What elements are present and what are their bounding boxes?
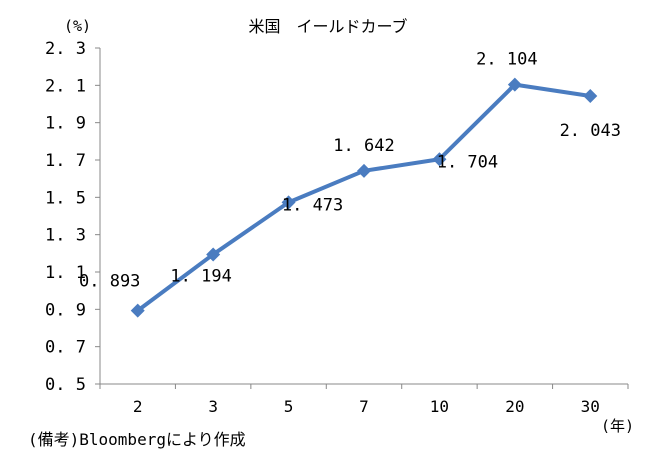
chart-title: 米国 イールドカーブ — [248, 17, 407, 36]
y-axis-ticks: 0. 5 0. 7 0. 9 1. 1 1. 3 1. 5 1. 7 1. 9 2. 1 2. 3 — [45, 39, 100, 395]
y-tick-label: 1. 9 — [45, 114, 86, 134]
data-point-marker — [281, 195, 296, 210]
y-tick-label: 1. 7 — [45, 151, 86, 171]
series-line — [130, 77, 598, 318]
data-labels: 0. 893 1. 194 1. 473 1. 642 1. 704 2. 104 2. 0… — [79, 50, 621, 292]
x-axis-ticks: 2 3 5 7 10 20 30 — [99, 384, 629, 416]
y-tick-label: 0. 5 — [45, 375, 86, 395]
data-label: 1. 473 — [282, 195, 343, 215]
source-note: (備考)Bloombergにより作成 — [28, 430, 246, 449]
y-tick-label: 1. 1 — [45, 263, 86, 283]
data-point-marker — [507, 77, 522, 92]
data-label: 2. 104 — [476, 50, 537, 70]
y-tick-label: 0. 9 — [45, 300, 86, 320]
y-tick-label: 2. 1 — [45, 76, 86, 96]
axes — [99, 48, 628, 385]
data-point-marker — [206, 247, 221, 262]
x-tick-label: 30 — [581, 397, 600, 416]
data-label: 0. 893 — [79, 272, 140, 292]
x-tick-label: 20 — [505, 397, 524, 416]
y-tick-label: 0. 7 — [45, 338, 86, 358]
x-tick-label: 3 — [208, 397, 218, 416]
y-tick-label: 1. 5 — [45, 188, 86, 208]
x-axis-unit-label: (年) — [601, 417, 634, 435]
data-label: 2. 043 — [560, 121, 621, 141]
x-tick-label: 10 — [430, 397, 449, 416]
y-axis-unit-label: (%) — [64, 17, 91, 35]
y-tick-label: 1. 3 — [45, 226, 86, 246]
data-point-marker — [432, 152, 447, 167]
data-label: 1. 704 — [437, 152, 498, 172]
x-tick-label: 5 — [284, 397, 294, 416]
data-label: 1. 642 — [333, 136, 394, 156]
x-tick-label: 7 — [359, 397, 369, 416]
y-tick-label: 2. 3 — [45, 39, 86, 59]
data-point-marker — [583, 88, 598, 103]
data-label: 1. 194 — [170, 266, 231, 286]
x-tick-label: 2 — [133, 397, 143, 416]
data-point-marker — [357, 163, 371, 178]
data-point-marker — [130, 303, 145, 318]
